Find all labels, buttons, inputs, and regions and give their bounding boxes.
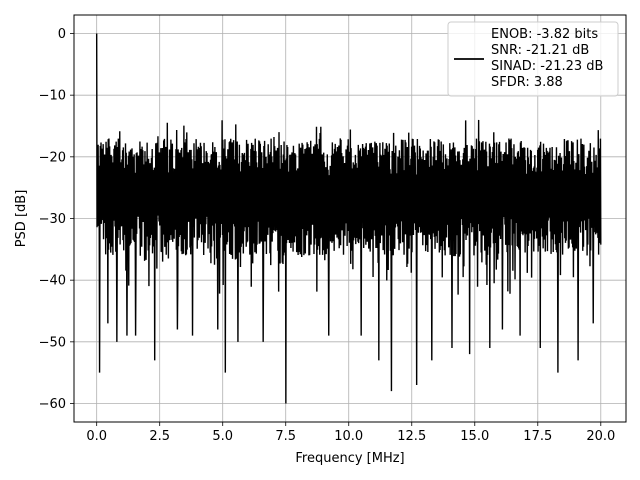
x-tick-label: 15.0 xyxy=(460,429,489,444)
legend-sfdr: SFDR: 3.88 xyxy=(491,75,563,90)
legend-sinad: SINAD: -21.23 dB xyxy=(491,59,603,74)
y-tick-label: −20 xyxy=(39,150,66,165)
x-tick-label: 20.0 xyxy=(586,429,615,444)
y-tick-label: −30 xyxy=(39,212,66,227)
psd-series-line xyxy=(95,33,602,404)
x-tick-label: 0.0 xyxy=(86,429,107,444)
x-tick-label: 5.0 xyxy=(212,429,233,444)
legend-box xyxy=(447,21,619,97)
y-tick-label: −50 xyxy=(39,335,66,350)
y-tick-label: −60 xyxy=(39,397,66,412)
y-axis: 0 −10 −20 −30 −40 −50 −60 xyxy=(39,27,74,412)
x-axis: 0.0 2.5 5.0 7.5 10.0 12.5 15.0 17.5 20.0 xyxy=(86,422,615,444)
x-tick-label: 2.5 xyxy=(149,429,170,444)
x-axis-label: Frequency [MHz] xyxy=(295,451,404,466)
y-tick-label: −40 xyxy=(39,274,66,289)
y-tick-label: 0 xyxy=(58,27,66,42)
y-axis-label: PSD [dB] xyxy=(14,190,29,248)
x-tick-label: 17.5 xyxy=(523,429,552,444)
x-tick-label: 7.5 xyxy=(275,429,296,444)
x-tick-label: 12.5 xyxy=(397,429,426,444)
legend-enob: ENOB: -3.82 bits xyxy=(491,27,598,42)
legend-snr: SNR: -21.21 dB xyxy=(491,43,589,58)
y-tick-label: −10 xyxy=(39,89,66,104)
legend: ENOB: -3.82 bits SNR: -21.21 dB SINAD: -… xyxy=(447,21,619,97)
psd-trace xyxy=(95,33,602,404)
x-tick-label: 10.0 xyxy=(334,429,363,444)
